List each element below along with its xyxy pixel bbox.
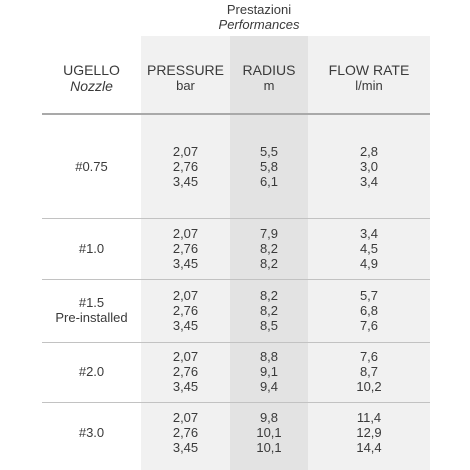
radius-column-bg <box>230 36 308 470</box>
nozzle-size: #1.5 <box>78 295 105 310</box>
row-divider <box>42 218 430 219</box>
flow-value: 4,9 <box>359 256 379 271</box>
radius-value: 8,2 <box>259 241 279 256</box>
performance-title: Prestazioni Performances <box>141 2 377 32</box>
pressure-value: 3,45 <box>172 174 199 189</box>
nozzle-cell: #0.75 <box>42 159 141 174</box>
flow-value: 10,2 <box>356 379 382 394</box>
pressure-cell: 2,07 2,76 3,45 <box>141 410 230 455</box>
header-nozzle-label: UGELLO <box>63 62 120 78</box>
header-flow-label: FLOW RATE <box>328 62 410 78</box>
flow-value: 8,7 <box>359 364 379 379</box>
pressure-value: 2,76 <box>172 425 199 440</box>
radius-value: 8,5 <box>259 318 279 333</box>
nozzle-note: Pre-installed <box>55 310 128 325</box>
flow-value: 14,4 <box>356 440 382 455</box>
header-radius-label: RADIUS <box>242 62 296 78</box>
nozzle-cell: #2.0 <box>42 364 141 379</box>
nozzle-size: #1.0 <box>78 241 105 256</box>
pressure-value: 3,45 <box>172 379 199 394</box>
row-divider <box>42 342 430 343</box>
pressure-value: 2,07 <box>172 410 199 425</box>
flow-value: 3,4 <box>359 226 379 241</box>
radius-cell: 7,9 8,2 8,2 <box>230 226 308 271</box>
title-english: Performances <box>218 17 300 32</box>
flow-cell: 11,4 12,9 14,4 <box>308 410 430 455</box>
pressure-cell: 2,07 2,76 3,45 <box>141 226 230 271</box>
flow-value: 6,8 <box>359 303 379 318</box>
title-italian: Prestazioni <box>226 2 292 17</box>
flow-value: 11,4 <box>356 410 382 425</box>
flow-cell: 3,4 4,5 4,9 <box>308 226 430 271</box>
header-pressure-unit: bar <box>176 78 195 93</box>
nozzle-cell: #1.5 Pre-installed <box>42 295 141 325</box>
flow-cell: 5,7 6,8 7,6 <box>308 288 430 333</box>
radius-value: 5,8 <box>259 159 279 174</box>
radius-cell: 9,8 10,1 10,1 <box>230 410 308 455</box>
flow-value: 5,7 <box>359 288 379 303</box>
flow-value: 12,9 <box>356 425 382 440</box>
flow-value: 3,0 <box>359 159 379 174</box>
radius-value: 10,1 <box>256 425 282 440</box>
nozzle-size: #0.75 <box>75 159 108 174</box>
radius-cell: 8,8 9,1 9,4 <box>230 349 308 394</box>
radius-value: 5,5 <box>259 144 279 159</box>
header-nozzle-sub: Nozzle <box>70 78 113 94</box>
flow-value: 4,5 <box>359 241 379 256</box>
radius-value: 6,1 <box>259 174 279 189</box>
radius-value: 9,1 <box>259 364 279 379</box>
header-flow-unit: l/min <box>355 78 383 93</box>
row-divider <box>42 402 430 403</box>
pressure-column-bg <box>141 36 230 470</box>
radius-value: 7,9 <box>259 226 279 241</box>
radius-value: 10,1 <box>256 440 282 455</box>
row-divider <box>42 279 430 280</box>
flow-cell: 7,6 8,7 10,2 <box>308 349 430 394</box>
header-nozzle: UGELLO Nozzle <box>42 62 141 94</box>
nozzle-size: #2.0 <box>78 364 105 379</box>
radius-cell: 8,2 8,2 8,5 <box>230 288 308 333</box>
flow-column-bg <box>308 36 430 470</box>
header-pressure-label: PRESSURE <box>146 62 225 78</box>
nozzle-cell: #1.0 <box>42 241 141 256</box>
radius-value: 8,2 <box>259 256 279 271</box>
flow-value: 2,8 <box>359 144 379 159</box>
header-radius-unit: m <box>263 78 275 93</box>
nozzle-size: #3.0 <box>78 425 105 440</box>
pressure-value: 2,76 <box>172 364 199 379</box>
header-pressure: PRESSURE bar <box>141 62 230 94</box>
pressure-value: 2,07 <box>172 288 199 303</box>
pressure-value: 2,07 <box>172 349 199 364</box>
pressure-cell: 2,07 2,76 3,45 <box>141 144 230 189</box>
pressure-value: 3,45 <box>172 318 199 333</box>
pressure-value: 2,76 <box>172 303 199 318</box>
pressure-value: 2,07 <box>172 144 199 159</box>
pressure-value: 3,45 <box>172 440 199 455</box>
header-divider <box>42 113 430 115</box>
radius-value: 8,2 <box>259 303 279 318</box>
pressure-value: 2,76 <box>172 241 199 256</box>
pressure-value: 3,45 <box>172 256 199 271</box>
flow-cell: 2,8 3,0 3,4 <box>308 144 430 189</box>
radius-value: 8,2 <box>259 288 279 303</box>
radius-value: 8,8 <box>259 349 279 364</box>
radius-value: 9,4 <box>259 379 279 394</box>
radius-value: 9,8 <box>259 410 279 425</box>
pressure-value: 2,07 <box>172 226 199 241</box>
pressure-value: 2,76 <box>172 159 199 174</box>
header-flow: FLOW RATE l/min <box>308 62 430 94</box>
header-radius: RADIUS m <box>230 62 308 94</box>
nozzle-cell: #3.0 <box>42 425 141 440</box>
flow-value: 7,6 <box>359 349 379 364</box>
pressure-cell: 2,07 2,76 3,45 <box>141 349 230 394</box>
flow-value: 3,4 <box>359 174 379 189</box>
pressure-cell: 2,07 2,76 3,45 <box>141 288 230 333</box>
flow-value: 7,6 <box>359 318 379 333</box>
radius-cell: 5,5 5,8 6,1 <box>230 144 308 189</box>
